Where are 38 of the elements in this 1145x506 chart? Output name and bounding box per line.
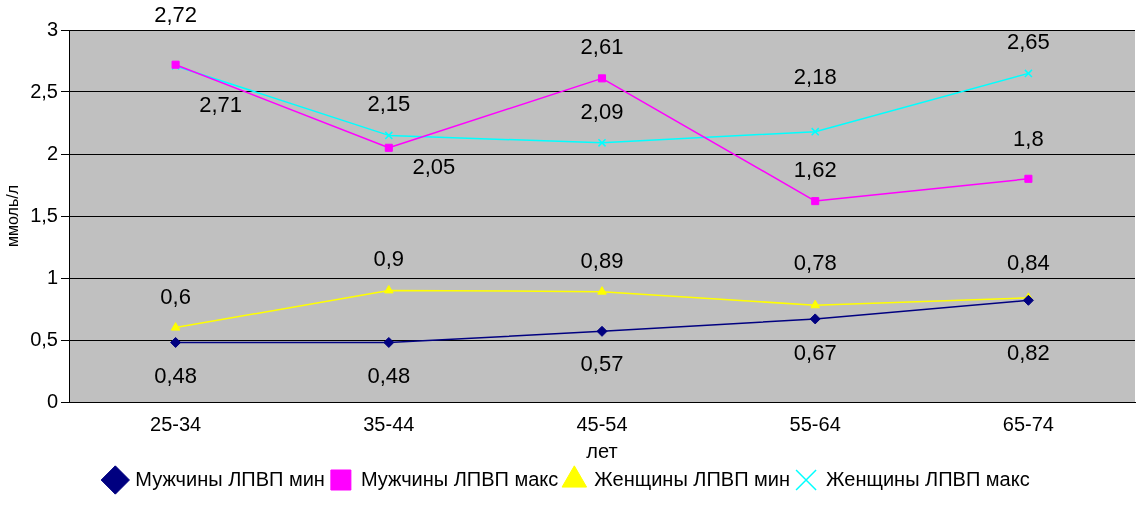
data-label: 2,18 <box>793 64 837 90</box>
x-axis-title: лет <box>586 439 618 462</box>
y-tick-label: 0,5 <box>30 327 58 350</box>
data-label: 0,67 <box>793 340 837 366</box>
legend-label: Женщины ЛПВП макс <box>826 467 1030 490</box>
data-label: 2,65 <box>1006 29 1050 55</box>
y-tick-label: 3 <box>46 17 58 40</box>
legend-label: Мужчины ЛПВП макс <box>360 467 559 490</box>
data-label: 2,15 <box>367 91 411 117</box>
data-label: 2,09 <box>580 98 624 124</box>
data-label: 0,82 <box>1006 340 1050 366</box>
data-label: 0,9 <box>373 246 405 272</box>
y-tick-label: 2 <box>46 141 58 164</box>
x-tick-label: 35-44 <box>363 412 415 435</box>
data-label: 0,48 <box>154 362 198 388</box>
y-axis-title: ммоль/л <box>4 185 22 247</box>
data-label: 1,62 <box>793 157 837 183</box>
data-label: 2,72 <box>154 2 198 28</box>
y-tick-label: 2,5 <box>30 79 58 102</box>
y-tick-label: 1,5 <box>30 203 58 226</box>
x-tick-label: 25-34 <box>150 412 202 435</box>
data-label: 0,6 <box>160 283 191 309</box>
data-label: 0,78 <box>793 250 837 276</box>
x-tick-label: 55-64 <box>789 412 841 435</box>
x-tick-label: 65-74 <box>1002 412 1054 435</box>
data-label: 2,61 <box>580 34 624 60</box>
x-tick-label: 45-54 <box>576 412 628 435</box>
legend-label: Мужчины ЛПВП мин <box>135 467 325 490</box>
data-label: 0,89 <box>580 247 624 273</box>
data-label: 0,57 <box>580 351 624 377</box>
y-tick-label: 1 <box>46 265 58 288</box>
data-label: 1,8 <box>1013 126 1044 152</box>
data-label: 2,05 <box>412 154 456 180</box>
data-label: 0,84 <box>1006 250 1050 276</box>
y-tick-label: 0 <box>46 389 58 412</box>
legend-label: Женщины ЛПВП мин <box>594 467 791 490</box>
data-label: 2,71 <box>199 92 243 118</box>
data-label: 0,48 <box>367 362 411 388</box>
